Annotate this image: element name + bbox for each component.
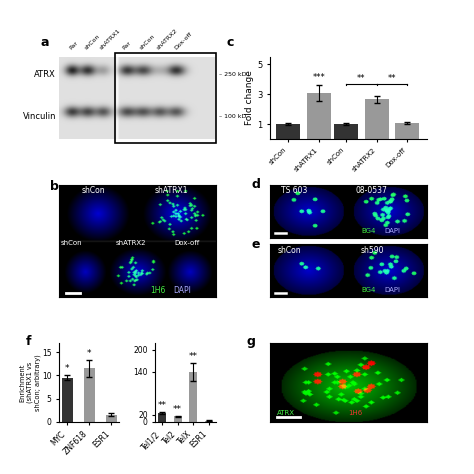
Bar [365,100,389,139]
Text: e: e [252,237,260,251]
Bar [190,372,197,422]
Bar [84,368,95,422]
Text: ATRX: ATRX [276,410,294,416]
Bar [158,413,166,422]
Bar [334,124,358,139]
Text: a: a [40,36,49,49]
Text: shATRX1: shATRX1 [155,186,189,195]
Text: *: * [87,349,91,358]
Text: DAPI: DAPI [384,287,401,293]
Bar [205,421,213,422]
Text: 1H6: 1H6 [348,410,363,416]
Text: shCon: shCon [139,33,156,50]
Text: c: c [227,36,234,49]
Text: BG4: BG4 [361,228,375,234]
Text: g: g [247,335,255,348]
Text: shCon: shCon [61,240,82,246]
Text: **: ** [173,405,182,414]
Text: DAPI: DAPI [173,286,191,295]
Text: – 250 kD: – 250 kD [219,73,246,77]
Text: **: ** [189,352,198,361]
Bar [307,93,331,139]
Bar [62,378,73,422]
Text: shATRX2: shATRX2 [156,27,179,50]
Text: d: d [252,178,260,191]
Text: Dox-off: Dox-off [175,240,200,246]
Text: DAPI: DAPI [384,228,401,234]
Text: shCon: shCon [82,186,105,195]
Bar [276,124,300,139]
Bar [395,123,419,139]
Text: shCon: shCon [277,246,301,255]
Text: 08-0537: 08-0537 [356,186,388,195]
Text: ATRX: ATRX [35,71,56,80]
Text: – 100 kD: – 100 kD [219,113,246,118]
Text: TS 603: TS 603 [281,186,307,195]
Text: 1H6: 1H6 [150,286,165,295]
Text: **: ** [157,401,166,410]
Bar [106,415,117,422]
Bar [115,53,216,143]
Text: Par: Par [122,40,132,50]
Text: shATRX2: shATRX2 [116,240,146,246]
Text: Dox-off: Dox-off [173,31,193,50]
Text: sh590: sh590 [360,246,383,255]
Bar [174,417,182,422]
Text: b: b [50,180,59,193]
Text: **: ** [388,74,396,83]
Text: f: f [26,335,32,348]
Y-axis label: Enrichment
(shATRX1 vs
shCon; arbitrary): Enrichment (shATRX1 vs shCon; arbitrary) [19,354,41,410]
Text: ***: *** [312,73,325,82]
Text: Vinculin: Vinculin [23,111,56,120]
Text: shATRX1: shATRX1 [98,27,121,50]
Text: Par: Par [69,40,79,50]
Text: BG4: BG4 [361,287,375,293]
Text: *: * [65,365,70,374]
Text: shCon: shCon [84,33,101,50]
Text: **: ** [357,74,365,83]
Y-axis label: Fold change: Fold change [246,71,255,126]
